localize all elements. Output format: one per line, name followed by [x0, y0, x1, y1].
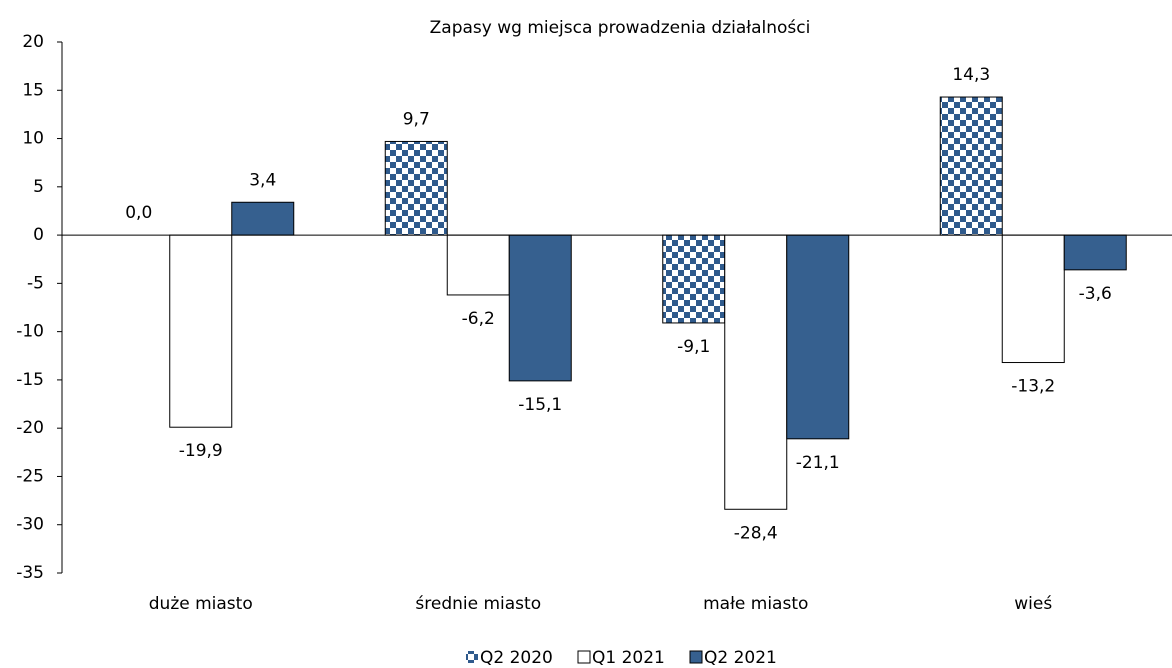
y-tick-label: -15 — [16, 370, 44, 390]
x-tick-label: średnie miasto — [415, 594, 541, 614]
x-tick-label: wieś — [1014, 594, 1052, 614]
y-tick-label: -10 — [16, 322, 44, 342]
value-label: -19,9 — [179, 441, 223, 461]
value-label: 14,3 — [952, 65, 990, 85]
bar — [724, 234, 788, 510]
y-tick-label: -20 — [16, 418, 44, 438]
y-tick-label: 5 — [33, 177, 44, 197]
legend-label: Q2 2021 — [704, 648, 777, 668]
x-tick-label: małe miasto — [703, 594, 808, 614]
chart-title: Zapasy wg miejsca prowadzenia działalnoś… — [430, 18, 811, 38]
value-label: -21,1 — [796, 453, 840, 473]
value-label: 9,7 — [403, 109, 430, 129]
y-tick-label: -35 — [16, 563, 44, 583]
legend-swatch — [577, 650, 591, 664]
x-tick-label: duże miasto — [149, 594, 253, 614]
bar — [231, 201, 295, 236]
y-tick-label: -25 — [16, 466, 44, 486]
bar — [1063, 234, 1127, 271]
y-tick-label: 10 — [22, 129, 44, 149]
value-label: -13,2 — [1011, 377, 1055, 397]
value-label: -6,2 — [462, 309, 495, 329]
value-label: -15,1 — [518, 395, 562, 415]
legend-label: Q1 2021 — [592, 648, 665, 668]
bar — [786, 234, 850, 440]
y-tick-label: -30 — [16, 515, 44, 535]
value-label: -3,6 — [1079, 284, 1112, 304]
value-label: 3,4 — [249, 170, 276, 190]
y-tick-label: 15 — [22, 80, 44, 100]
legend-swatch — [689, 650, 703, 664]
bar — [662, 234, 726, 324]
legend-label: Q2 2020 — [480, 648, 553, 668]
y-tick-label: 20 — [22, 32, 44, 52]
bar — [939, 96, 1003, 236]
bar — [1001, 234, 1065, 364]
bar — [446, 234, 510, 296]
value-label: 0,0 — [125, 203, 152, 223]
y-tick-label: 0 — [33, 225, 44, 245]
bar — [384, 140, 448, 236]
value-label: -28,4 — [734, 523, 778, 543]
y-tick-label: -5 — [27, 273, 44, 293]
bar — [169, 234, 233, 428]
bar — [508, 234, 572, 382]
value-label: -9,1 — [677, 337, 710, 357]
legend-swatch — [466, 651, 478, 663]
